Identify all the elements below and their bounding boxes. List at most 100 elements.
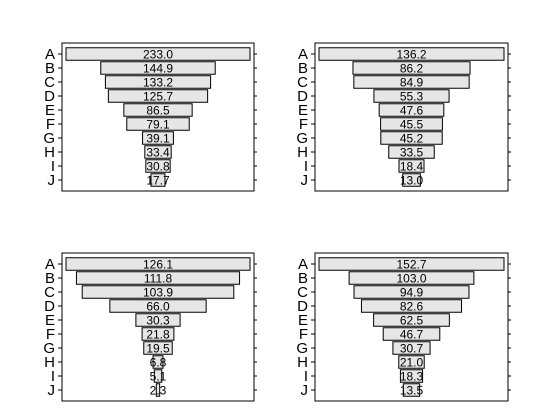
funnel-bar-top-left-h: [144, 145, 172, 159]
funnel-bar-top-right-d: [373, 89, 450, 103]
value-label: 66.0: [146, 300, 170, 314]
value-label: 233.0: [143, 48, 173, 62]
funnel-bar-top-left-i: [145, 159, 171, 173]
value-label: 62.5: [400, 314, 424, 328]
category-label: J: [301, 382, 309, 399]
funnel-bar-top-left-d: [107, 89, 209, 103]
category-label: F: [299, 326, 308, 343]
funnel-bar-bottom-right-b: [348, 271, 475, 285]
funnel-bar-top-left-c: [104, 75, 212, 89]
funnel-bar-bottom-right-h: [398, 355, 425, 369]
value-label: 103.0: [396, 272, 426, 286]
funnel-panel-bottom-right: A 152.7 B 103.0 C 94.9 D 82.6 E 62.5 F 46.7 G 30.7 H 21…: [296, 252, 511, 402]
funnel-bar-bottom-left-g: [143, 341, 173, 355]
value-label: 30.8: [146, 160, 170, 174]
panel-frame: [61, 252, 255, 402]
category-label: C: [44, 284, 55, 301]
funnel-bar-bottom-left-j: [155, 383, 161, 397]
category-label: J: [301, 172, 309, 189]
funnel-panel-bottom-left: A 126.1 B 111.8 C 103.9 D 66.0 E 30.3 F 21.8 G 19.5 H 6…: [43, 252, 257, 402]
value-label: 84.9: [400, 76, 424, 90]
funnel-bar-bottom-left-f: [141, 327, 175, 341]
category-label: H: [44, 144, 55, 161]
funnel-bar-top-left-j: [150, 173, 166, 187]
category-label: C: [44, 74, 55, 91]
funnel-bar-bottom-right-a: [318, 257, 505, 271]
value-label: 33.4: [146, 146, 170, 160]
value-label: 125.7: [143, 90, 173, 104]
value-label: 133.2: [143, 76, 173, 90]
category-label: G: [296, 340, 308, 357]
category-label: A: [45, 256, 55, 273]
funnel-bar-bottom-right-i: [399, 369, 424, 383]
category-label: A: [298, 46, 308, 63]
value-label: 94.9: [400, 286, 424, 300]
panel-frame: [314, 252, 509, 402]
category-label: A: [298, 256, 308, 273]
value-label: 136.2: [396, 48, 426, 62]
funnel-bar-bottom-left-h: [152, 355, 164, 369]
value-label: 86.5: [146, 104, 170, 118]
funnel-bar-top-left-g: [142, 131, 174, 145]
category-label: D: [44, 88, 55, 105]
category-label: H: [44, 354, 55, 371]
category-label: C: [297, 284, 308, 301]
value-label: 21.8: [146, 328, 170, 342]
value-label: 30.3: [146, 314, 170, 328]
value-label: 46.7: [400, 328, 424, 342]
funnel-bar-bottom-right-e: [373, 313, 450, 327]
panel-frame: [314, 42, 509, 192]
funnel-bar-bottom-right-g: [392, 341, 431, 355]
value-label: 82.6: [400, 300, 424, 314]
funnel-bar-top-right-j: [402, 173, 421, 187]
value-label: 55.3: [400, 90, 424, 104]
category-label: I: [51, 158, 55, 175]
funnel-bar-top-right-h: [388, 145, 435, 159]
category-label: D: [297, 298, 308, 315]
funnel-bar-bottom-left-a: [65, 257, 251, 271]
funnel-panel-top-right: A 136.2 B 86.2 C 84.9 D 55.3 E 47.6 F 45.5 G 45.2 H 33.…: [296, 42, 511, 192]
funnel-bar-top-left-e: [123, 103, 193, 117]
value-label: 13.5: [400, 384, 424, 398]
value-label: 30.7: [400, 342, 424, 356]
value-label: 111.8: [144, 272, 173, 286]
value-label: 6.8: [150, 356, 167, 370]
category-label: E: [45, 102, 55, 119]
value-label: 33.5: [400, 146, 424, 160]
category-label: C: [297, 74, 308, 91]
category-label: F: [46, 116, 55, 133]
category-label: J: [48, 172, 56, 189]
funnel-bar-bottom-right-c: [353, 285, 470, 299]
funnel-bar-top-right-b: [352, 61, 471, 75]
funnel-bar-top-right-e: [378, 103, 445, 117]
funnel-bar-bottom-left-i: [153, 369, 163, 383]
funnel-bar-top-right-a: [318, 47, 505, 61]
category-label: G: [43, 130, 55, 147]
value-label: 126.1: [143, 258, 173, 272]
funnel-bar-bottom-left-e: [135, 313, 181, 327]
value-label: 39.1: [146, 132, 170, 146]
funnel-bar-top-left-f: [126, 117, 190, 131]
value-label: 79.1: [146, 118, 170, 132]
value-label: 19.5: [146, 342, 170, 356]
category-label: I: [51, 368, 55, 385]
value-label: 21.0: [400, 356, 424, 370]
category-label: I: [304, 368, 308, 385]
category-label: D: [44, 298, 55, 315]
funnel-panel-top-left: A 233.0 B 144.9 C 133.2 D 125.7 E 86.5 F 79.1 G 39.1 H…: [43, 42, 257, 192]
funnel-bar-bottom-right-d: [360, 299, 463, 313]
category-label: E: [45, 312, 55, 329]
category-label: B: [45, 60, 55, 77]
value-label: 86.2: [400, 62, 424, 76]
category-label: B: [298, 60, 308, 77]
category-label: B: [45, 270, 55, 287]
funnel-bar-top-right-i: [398, 159, 425, 173]
value-label: 144.9: [143, 62, 173, 76]
category-label: H: [297, 144, 308, 161]
value-label: 17.7: [146, 174, 170, 188]
category-label: E: [298, 102, 308, 119]
value-label: 18.3: [400, 370, 424, 384]
value-label: 5.1: [150, 370, 167, 384]
funnel-bar-top-left-a: [65, 47, 251, 61]
